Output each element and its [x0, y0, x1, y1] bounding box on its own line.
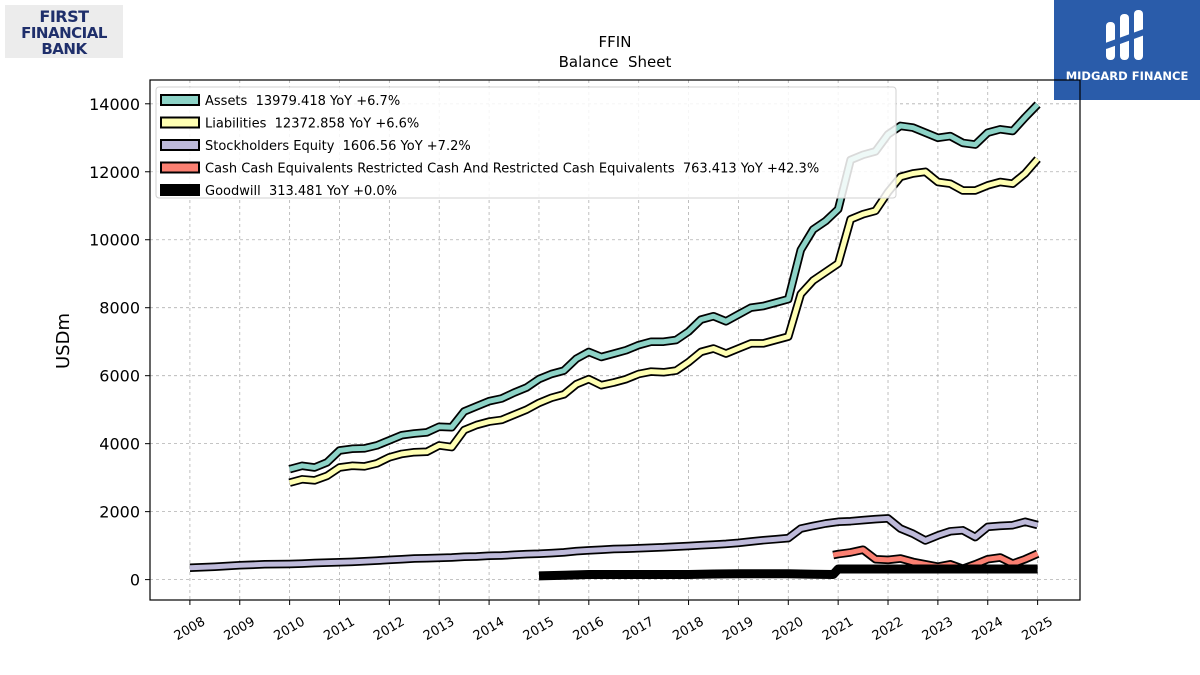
series-line	[288, 102, 1040, 472]
y-tick-label: 14000	[89, 95, 140, 114]
midgard-emblem-icon	[1104, 10, 1146, 60]
y-axis-label: USDm	[53, 313, 74, 369]
legend-label: Assets 13979.418 YoY +6.7%	[205, 94, 400, 109]
x-tick-label: 2024	[970, 614, 1006, 644]
x-tick-label: 2020	[770, 614, 806, 644]
x-tick-label: 2018	[670, 614, 706, 644]
y-tick-label: 8000	[99, 299, 140, 318]
x-tick-label: 2019	[720, 614, 756, 644]
x-tick-label: 2013	[421, 614, 457, 644]
logo-line-2: FINANCIAL	[21, 24, 107, 42]
series-lines	[189, 101, 1041, 581]
plot-area	[149, 79, 1081, 601]
x-tick-label: 2023	[920, 614, 956, 644]
series-line	[189, 515, 1039, 571]
x-tick-label: 2017	[621, 614, 657, 644]
series-line	[538, 564, 1038, 581]
y-tick-label: 10000	[89, 231, 140, 250]
legend-swatch	[160, 139, 200, 151]
y-tick-label: 2000	[99, 503, 140, 522]
legend-swatch	[160, 94, 200, 106]
logo-line-3: BANK	[41, 40, 87, 58]
x-tick-label: 2010	[271, 614, 307, 644]
x-tick-label: 2009	[222, 614, 258, 644]
x-tick-label: 2015	[521, 614, 557, 644]
legend-swatch	[160, 161, 200, 174]
logo-line-1: FIRST	[39, 7, 89, 26]
y-tick-label: 0	[130, 571, 140, 590]
legend-label: Liabilities 12372.858 YoY +6.6%	[205, 117, 419, 132]
midgard-finance-name: MIDGARD FINANCE	[1065, 69, 1189, 83]
legend-label: Stockholders Equity 1606.56 YoY +7.2%	[205, 139, 471, 154]
y-tick-label: 4000	[99, 435, 140, 454]
x-tick-label: 2012	[371, 614, 407, 644]
x-tick-label: 2008	[172, 614, 208, 644]
legend-box	[155, 86, 897, 199]
legend-label: Goodwill 313.481 YoY +0.0%	[205, 184, 397, 199]
first-financial-bank-logo: FIRST FINANCIAL BANK	[5, 5, 123, 58]
x-tick-label: 2011	[321, 614, 357, 644]
series-line	[288, 157, 1040, 486]
y-tick-label: 6000	[99, 367, 140, 386]
y-tick-label: 12000	[89, 163, 140, 182]
legend-swatch	[160, 184, 200, 196]
legend: Assets 13979.418 YoY +6.7% Liabilities 12…	[155, 86, 897, 199]
x-tick-label: 2021	[820, 614, 856, 644]
chart-title: FFIN	[599, 33, 632, 51]
legend-swatch	[160, 116, 200, 129]
chart-subtitle: Balance Sheet	[559, 53, 672, 71]
x-tick-label: 2025	[1019, 614, 1055, 644]
x-tick-label: 2022	[870, 614, 906, 644]
x-tick-label: 2014	[471, 614, 507, 644]
midgard-finance-logo: MIDGARD FINANCE	[1054, 0, 1200, 100]
legend-label: Cash Cash Equivalents Restricted Cash An…	[205, 162, 819, 177]
x-tick-label: 2016	[571, 614, 607, 644]
